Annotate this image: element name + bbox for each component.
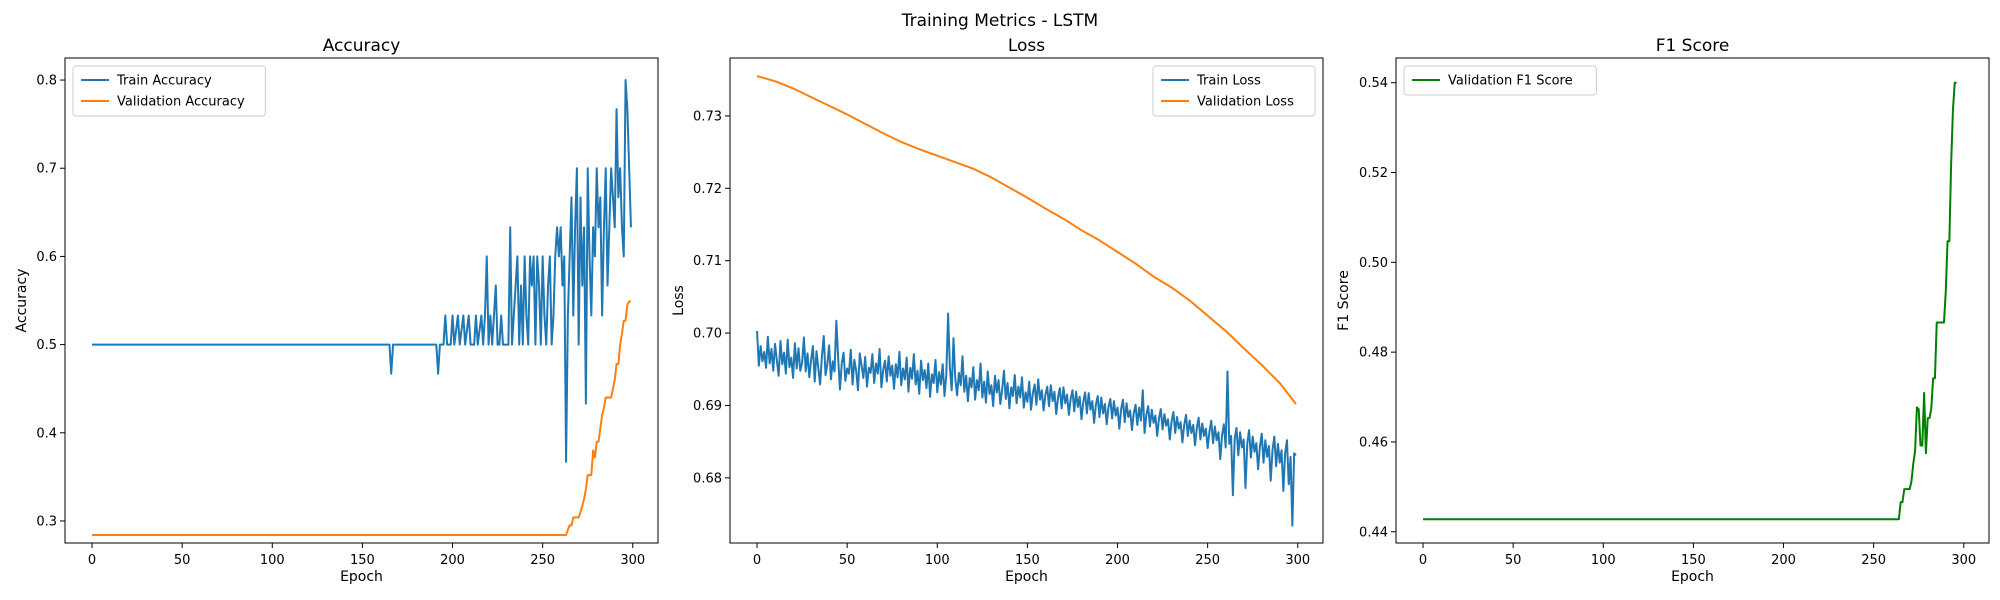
f1-score-subplot: 0 50 100 150 200 250 300 0.44 0.46 0.48 0.50 0.52 0.… [1336, 36, 1990, 585]
f1-score-x-tick-label: 200 [1771, 553, 1796, 568]
accuracy-lines [92, 79, 632, 537]
loss-ticks: 0 50 100 150 200 250 300 0.68 0.69 0.70 0.71 0.72 0.… [693, 109, 1310, 568]
loss-subplot: 0 50 100 150 200 250 300 0.68 0.69 0.70 0.71 0.72 0.… [671, 36, 1324, 585]
loss-x-axis-label: Epoch [1005, 569, 1048, 585]
validation-accuracy-legend-label: Validation Accuracy [117, 95, 245, 110]
validation-accuracy-line [92, 300, 631, 537]
f1-score-x-tick-label: 50 [1505, 553, 1522, 568]
f1-score-x-tick-label: 300 [1951, 553, 1976, 568]
loss-y-tick-label: 0.72 [693, 182, 722, 197]
loss-x-tick-label: 200 [1105, 553, 1130, 568]
accuracy-subplot: 0 50 100 150 200 250 300 0.3 0.4 0.5 0.6 0.7 0.8 Acc… [14, 36, 659, 585]
loss-legend: Train Loss Validation Loss [1152, 65, 1316, 117]
accuracy-x-tick-label: 50 [174, 553, 191, 568]
accuracy-x-axis-label: Epoch [340, 569, 383, 585]
validation-loss-line [756, 75, 1297, 405]
loss-x-tick-label: 150 [1015, 553, 1040, 568]
train-loss-legend-label: Train Loss [1196, 74, 1261, 89]
loss-x-tick-label: 250 [1195, 553, 1220, 568]
loss-x-tick-label: 50 [839, 553, 856, 568]
validation-f1-score-legend-label: Validation F1 Score [1448, 74, 1573, 89]
accuracy-title: Accuracy [323, 36, 401, 56]
accuracy-y-axis-label: Accuracy [14, 269, 30, 333]
loss-x-tick-label: 100 [925, 553, 950, 568]
accuracy-x-tick-label: 0 [88, 553, 96, 568]
accuracy-x-tick-label: 200 [440, 553, 465, 568]
loss-y-tick-label: 0.70 [693, 327, 722, 342]
train-accuracy-line [92, 79, 632, 463]
validation-loss-legend-label: Validation Loss [1197, 95, 1294, 110]
accuracy-ticks: 0 50 100 150 200 250 300 0.3 0.4 0.5 0.6 0.7 0.8 [36, 74, 645, 568]
f1-score-x-tick-label: 150 [1681, 553, 1706, 568]
f1-score-y-tick-label: 0.46 [1359, 435, 1388, 450]
train-accuracy-legend-label: Train Accuracy [116, 74, 212, 89]
f1-score-x-tick-label: 250 [1861, 553, 1886, 568]
accuracy-y-tick-label: 0.6 [36, 250, 57, 265]
f1-score-legend-box [1403, 65, 1597, 96]
accuracy-y-tick-label: 0.8 [36, 74, 57, 89]
accuracy-y-tick-label: 0.3 [36, 514, 57, 529]
loss-title: Loss [1008, 36, 1045, 56]
f1-score-legend: Validation F1 Score [1403, 65, 1597, 96]
accuracy-y-tick-label: 0.7 [36, 162, 57, 177]
f1-score-x-tick-label: 100 [1591, 553, 1616, 568]
f1-score-y-tick-label: 0.54 [1359, 76, 1388, 91]
f1-score-plot-frame [1395, 57, 1990, 544]
loss-y-axis-label: Loss [671, 285, 687, 316]
accuracy-y-tick-label: 0.4 [36, 426, 57, 441]
f1-score-y-tick-label: 0.44 [1359, 525, 1388, 540]
loss-y-tick-label: 0.68 [693, 471, 722, 486]
accuracy-legend: Train Accuracy Validation Accuracy [72, 65, 266, 117]
loss-x-tick-label: 0 [753, 553, 761, 568]
f1-score-x-tick-label: 0 [1419, 553, 1427, 568]
accuracy-legend-box [72, 65, 266, 117]
loss-legend-box [1152, 65, 1316, 117]
accuracy-y-tick-label: 0.5 [36, 338, 57, 353]
accuracy-x-tick-label: 250 [530, 553, 555, 568]
loss-plot-frame [729, 57, 1324, 544]
validation-f1-score-line [1423, 81, 1957, 521]
accuracy-x-tick-label: 300 [620, 553, 645, 568]
loss-lines [756, 75, 1297, 527]
figure-suptitle: Training Metrics - LSTM [901, 11, 1098, 31]
accuracy-x-tick-label: 150 [350, 553, 375, 568]
f1-score-y-axis-label: F1 Score [1336, 270, 1352, 331]
f1-score-title: F1 Score [1656, 36, 1730, 56]
loss-x-tick-label: 300 [1285, 553, 1310, 568]
f1-score-x-axis-label: Epoch [1671, 569, 1714, 585]
loss-y-tick-label: 0.71 [693, 254, 722, 269]
f1-score-ticks: 0 50 100 150 200 250 300 0.44 0.46 0.48 0.50 0.52 0.… [1359, 76, 1976, 568]
f1-score-y-tick-label: 0.48 [1359, 346, 1388, 361]
f1-score-lines [1423, 81, 1957, 521]
loss-y-tick-label: 0.73 [693, 109, 722, 124]
f1-score-y-tick-label: 0.50 [1359, 256, 1388, 271]
f1-score-y-tick-label: 0.52 [1359, 166, 1388, 181]
loss-y-tick-label: 0.69 [693, 399, 722, 414]
accuracy-x-tick-label: 100 [260, 553, 285, 568]
train-loss-line [756, 312, 1297, 527]
accuracy-plot-frame [64, 57, 659, 544]
